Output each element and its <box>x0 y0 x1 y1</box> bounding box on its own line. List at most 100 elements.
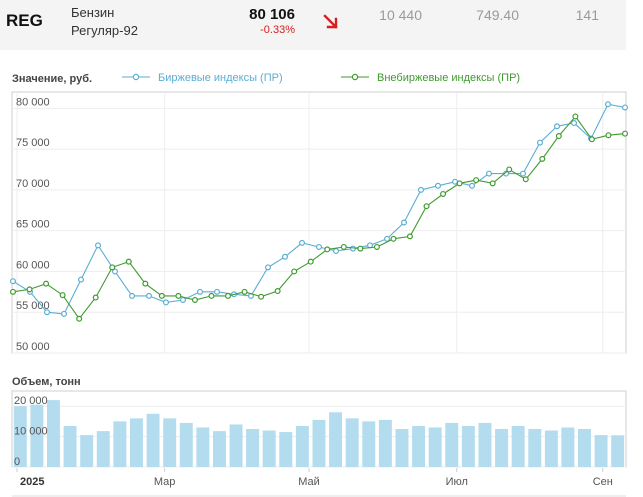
series-1-point[interactable] <box>489 180 496 187</box>
series-1-point[interactable] <box>506 166 513 173</box>
series-1-point[interactable] <box>373 243 380 250</box>
series-1-point[interactable] <box>109 264 116 271</box>
volume-bar[interactable] <box>63 425 77 467</box>
volume-bar[interactable] <box>544 430 558 467</box>
volume-bar[interactable] <box>295 425 309 467</box>
series-0-point[interactable] <box>10 278 17 285</box>
series-1-point[interactable] <box>307 258 314 265</box>
series-1-point[interactable] <box>291 268 298 275</box>
volume-bar[interactable] <box>412 425 426 467</box>
volume-bar[interactable] <box>329 412 343 467</box>
volume-bar[interactable] <box>80 435 94 467</box>
series-1-point[interactable] <box>572 113 579 120</box>
volume-bar[interactable] <box>528 429 542 467</box>
series-0-point[interactable] <box>214 288 221 295</box>
series-1-point[interactable] <box>588 136 595 143</box>
series-1-point[interactable] <box>125 258 132 265</box>
series-1-point[interactable] <box>59 292 66 299</box>
volume-bar[interactable] <box>229 424 243 467</box>
volume-bar[interactable] <box>578 429 591 467</box>
volume-bar[interactable] <box>611 435 625 467</box>
series-0-point[interactable] <box>384 235 391 242</box>
series-1-point[interactable] <box>26 286 33 293</box>
series-1-point[interactable] <box>76 315 83 322</box>
series-1-point[interactable] <box>406 233 413 240</box>
legend-otc[interactable]: Внебиржевые индексы (ПР) <box>341 72 520 84</box>
series-0-point[interactable] <box>316 243 323 250</box>
series-0-point[interactable] <box>570 119 577 126</box>
series-1-point[interactable] <box>324 246 331 253</box>
volume-bar[interactable] <box>594 435 608 467</box>
series-0-point[interactable] <box>333 248 340 255</box>
series-1-point[interactable] <box>605 132 612 139</box>
series-1-point[interactable] <box>340 243 347 250</box>
series-0-point[interactable] <box>401 219 408 226</box>
series-0-point[interactable] <box>180 296 187 303</box>
series-0-point[interactable] <box>418 186 425 193</box>
series-0-point[interactable] <box>621 104 628 111</box>
volume-bar[interactable] <box>47 400 60 467</box>
volume-bar[interactable] <box>163 418 177 467</box>
series-0-point[interactable] <box>60 310 67 317</box>
series-0-point[interactable] <box>77 276 84 283</box>
volume-bar[interactable] <box>495 429 509 467</box>
series-1-point[interactable] <box>390 235 397 242</box>
volume-bar[interactable] <box>345 418 359 467</box>
series-1-point[interactable] <box>357 245 364 252</box>
volume-bar[interactable] <box>279 432 293 467</box>
volume-bar[interactable] <box>179 422 193 467</box>
series-0-point[interactable] <box>553 123 560 130</box>
volume-bar[interactable] <box>395 429 409 467</box>
volume-bar[interactable] <box>146 413 160 467</box>
series-1-point[interactable] <box>258 293 265 300</box>
volume-bar[interactable] <box>246 429 260 467</box>
series-1-point[interactable] <box>191 296 198 303</box>
volume-bar[interactable] <box>96 431 110 467</box>
series-1-point[interactable] <box>225 292 232 299</box>
volume-bar[interactable] <box>130 418 143 467</box>
series-0-point[interactable] <box>163 299 170 306</box>
volume-bar[interactable] <box>428 427 442 467</box>
volume-bar[interactable] <box>30 404 44 467</box>
series-0-point[interactable] <box>129 292 136 299</box>
series-0-point[interactable] <box>197 288 204 295</box>
series-0-point[interactable] <box>469 182 476 189</box>
series-0-point[interactable] <box>43 309 50 316</box>
volume-bar[interactable] <box>262 430 276 467</box>
series-1-point[interactable] <box>142 280 149 287</box>
volume-bar[interactable] <box>378 419 392 467</box>
series-0-point[interactable] <box>94 242 101 249</box>
legend-exchange[interactable]: Биржевые индексы (ПР) <box>122 72 283 84</box>
series-1-point[interactable] <box>208 292 215 299</box>
series-0-point[interactable] <box>519 170 526 177</box>
series-1-point[interactable] <box>158 292 165 299</box>
series-1-point[interactable] <box>522 176 529 183</box>
series-1-point[interactable] <box>241 288 248 295</box>
series-1-point[interactable] <box>456 180 463 187</box>
volume-bar[interactable] <box>13 406 27 467</box>
volume-bar[interactable] <box>561 427 575 467</box>
volume-bar[interactable] <box>113 421 127 467</box>
series-1-point[interactable] <box>175 292 182 299</box>
series-0-point[interactable] <box>282 253 289 260</box>
volume-bar[interactable] <box>478 422 492 467</box>
series-1-point[interactable] <box>473 177 480 184</box>
series-0-point[interactable] <box>536 139 543 146</box>
series-0-point[interactable] <box>146 292 153 299</box>
series-1-point[interactable] <box>92 294 99 301</box>
volume-bar[interactable] <box>196 427 210 467</box>
series-1-point[interactable] <box>274 288 281 295</box>
series-0-point[interactable] <box>299 239 306 246</box>
series-1-point[interactable] <box>555 133 562 140</box>
series-1-point[interactable] <box>440 190 447 197</box>
volume-bar[interactable] <box>213 431 226 467</box>
volume-bar[interactable] <box>445 422 459 467</box>
series-0-point[interactable] <box>486 170 493 177</box>
series-1-point[interactable] <box>621 130 628 137</box>
series-0-point[interactable] <box>265 264 272 271</box>
volume-bar[interactable] <box>511 425 525 467</box>
series-0-point[interactable] <box>111 268 118 275</box>
series-1-point[interactable] <box>423 203 430 210</box>
series-1-point[interactable] <box>539 155 546 162</box>
volume-bar[interactable] <box>461 425 475 467</box>
